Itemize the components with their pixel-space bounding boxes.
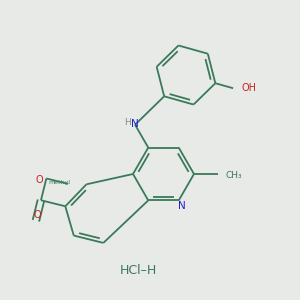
Text: O: O xyxy=(36,175,44,185)
Text: O: O xyxy=(34,210,41,220)
Text: HCl–H: HCl–H xyxy=(119,263,157,277)
Text: methyl: methyl xyxy=(48,180,70,185)
Text: N: N xyxy=(178,201,186,212)
Text: H: H xyxy=(124,118,130,127)
Text: N: N xyxy=(130,119,138,129)
Text: OH: OH xyxy=(242,83,256,93)
Text: CH₃: CH₃ xyxy=(225,171,242,180)
